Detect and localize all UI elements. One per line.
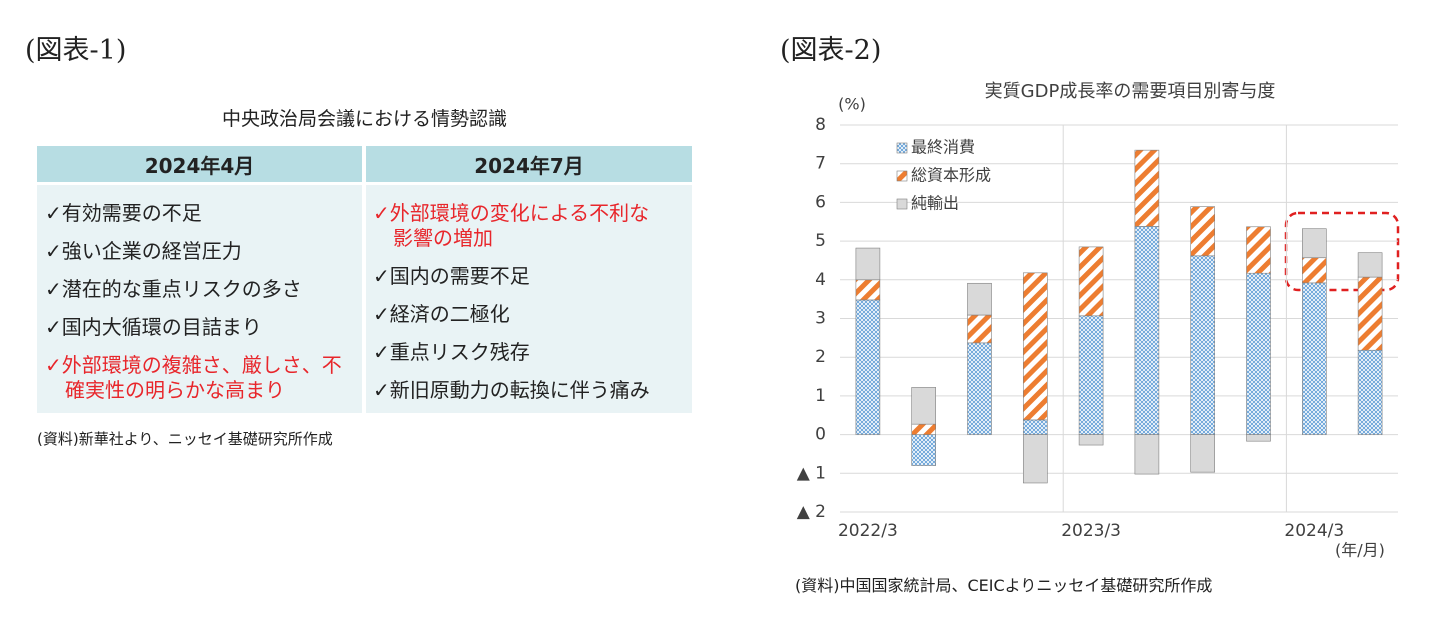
bar-segment: [1302, 282, 1327, 435]
table-cell: ✓外部環境の変化による不利な影響の増加 ✓国内の需要不足 ✓経済の二極化 ✓重点リスク…: [366, 185, 692, 413]
bar-segment: [967, 342, 992, 435]
bar-segment: [1022, 272, 1048, 421]
bar-segment: [855, 279, 881, 301]
bar-segment: [967, 314, 992, 344]
bar-segment: [1134, 434, 1160, 475]
y-tick-label: 1: [815, 386, 826, 406]
bar-segment: [1078, 434, 1104, 446]
bar-segment: [1022, 419, 1048, 435]
bar-segment: [1078, 246, 1104, 317]
legend-label: 最終消費: [911, 138, 975, 157]
table-item: ✓国内大循環の目詰まり: [45, 315, 262, 339]
legend-swatch: [896, 170, 908, 182]
table-cell: ✓有効需要の不足 ✓強い企業の経営圧力 ✓潜在的な重点リスクの多さ ✓国内大循環の目詰…: [37, 185, 362, 413]
table-item: ✓潜在的な重点リスクの多さ: [45, 277, 302, 301]
y-tick-label: ▲ 2: [797, 502, 826, 522]
y-axis-label: (%): [838, 95, 866, 114]
highlight-box: [1284, 211, 1400, 292]
bar-segment: [1302, 257, 1327, 284]
y-tick-label: 0: [815, 425, 826, 445]
table-item: ✓外部環境の複雑さ、厳しさ、不確実性の明らかな高まり: [45, 353, 342, 402]
y-tick-label: 3: [815, 309, 826, 329]
bar-segment: [1134, 149, 1160, 227]
legend-label: 総資本形成: [911, 166, 991, 185]
bar-segment: [1357, 276, 1383, 351]
legend-label: 純輸出: [911, 194, 959, 213]
x-tick-label: 2022/3: [838, 521, 898, 541]
bar-segment: [1190, 434, 1215, 473]
bar-segment: [855, 247, 881, 281]
x-tick-label: 2023/3: [1061, 521, 1121, 541]
table-item: ✓有効需要の不足: [45, 201, 202, 225]
bar-segment: [911, 434, 937, 466]
chart-title: 実質GDP成長率の需要項目別寄与度: [985, 81, 1276, 102]
table-item: ✓強い企業の経営圧力: [45, 239, 242, 263]
y-tick-label: 5: [815, 231, 826, 251]
bar-segment: [1357, 349, 1383, 435]
y-tick-label: 8: [815, 115, 826, 135]
figure-label: (図表-2): [780, 35, 882, 66]
bar-segment: [1078, 315, 1104, 435]
bar-segment: [967, 282, 992, 316]
bar-segment: [1302, 228, 1327, 259]
y-tick-label: 6: [815, 192, 826, 212]
table-title: 中央政治局会議における情勢認識: [221, 108, 507, 130]
table-item: ✓重点リスク残存: [373, 340, 530, 364]
bar-segment: [1246, 272, 1271, 435]
bar-segment: [1190, 255, 1215, 435]
table-header: 2024年4月: [37, 146, 362, 182]
x-axis-label: (年/月): [1335, 541, 1385, 560]
table-item: ✓経済の二極化: [373, 302, 510, 326]
legend-swatch: [896, 142, 908, 154]
bar-segment: [855, 299, 881, 435]
y-tick-label: 4: [815, 270, 826, 290]
y-tick-label: 2: [815, 347, 826, 367]
source-note: (資料)中国国家統計局、CEICよりニッセイ基礎研究所作成: [795, 576, 1213, 595]
y-tick-label: 7: [815, 154, 826, 174]
bar-segment: [1190, 206, 1215, 257]
legend-swatch: [896, 198, 908, 210]
table-item: ✓外部環境の変化による不利な影響の増加: [373, 201, 650, 250]
source-note: (資料)新華社より、ニッセイ基礎研究所作成: [37, 430, 333, 448]
bar-segment: [1357, 252, 1383, 278]
bar-segment: [911, 387, 937, 425]
bar-segment: [1022, 434, 1048, 484]
y-tick-label: ▲ 1: [797, 463, 826, 483]
table-item: ✓新旧原動力の転換に伴う痛み: [373, 378, 650, 402]
figure-label: (図表-1): [25, 35, 127, 66]
bar-segment: [1246, 434, 1271, 442]
x-tick-label: 2024/3: [1284, 521, 1344, 541]
bar-segment: [1134, 226, 1160, 435]
bar-segment: [1246, 226, 1271, 274]
table-header: 2024年7月: [366, 146, 692, 182]
bar-segment: [911, 423, 937, 435]
table-item: ✓国内の需要不足: [373, 264, 530, 288]
